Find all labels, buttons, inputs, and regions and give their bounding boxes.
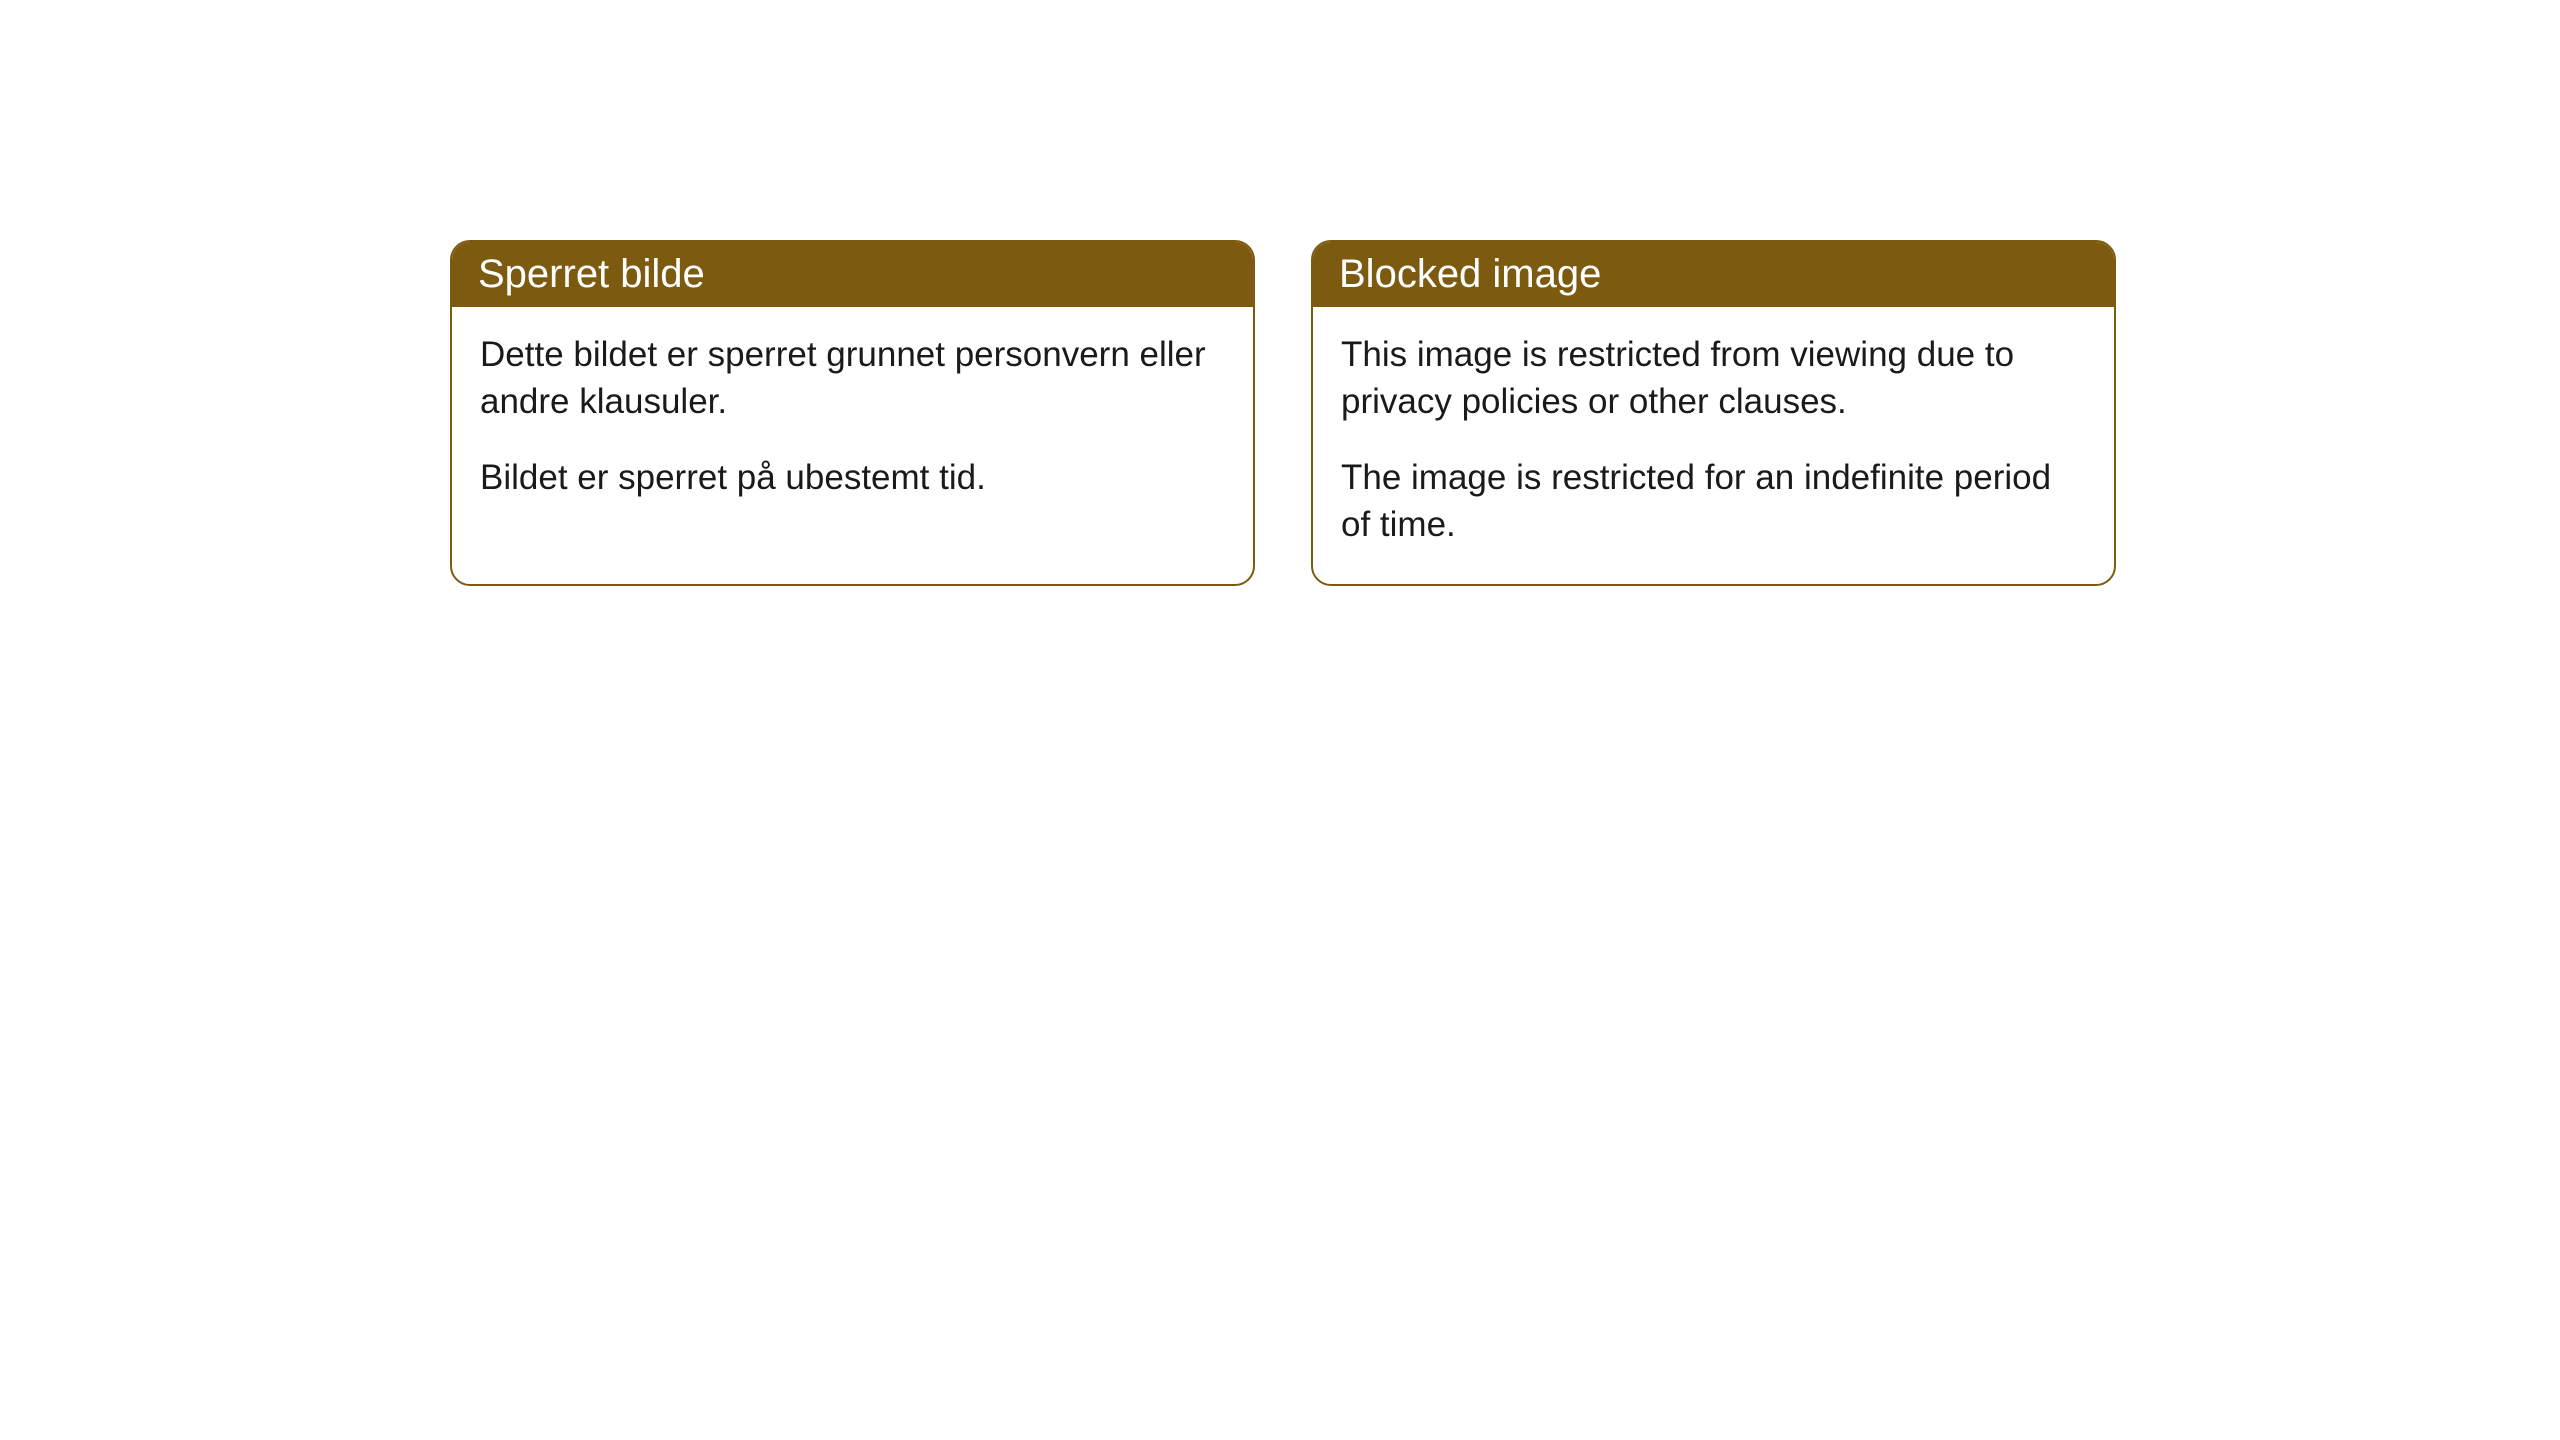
card-header: Blocked image: [1313, 242, 2114, 307]
card-header: Sperret bilde: [452, 242, 1253, 307]
card-title: Sperret bilde: [478, 252, 705, 296]
card-body: This image is restricted from viewing du…: [1313, 307, 2114, 584]
card-paragraph: This image is restricted from viewing du…: [1341, 331, 2086, 426]
card-paragraph: Bildet er sperret på ubestemt tid.: [480, 454, 1225, 501]
notice-cards-container: Sperret bilde Dette bildet er sperret gr…: [0, 0, 2560, 586]
card-paragraph: The image is restricted for an indefinit…: [1341, 454, 2086, 549]
notice-card-english: Blocked image This image is restricted f…: [1311, 240, 2116, 586]
card-title: Blocked image: [1339, 252, 1601, 296]
card-paragraph: Dette bildet er sperret grunnet personve…: [480, 331, 1225, 426]
notice-card-norwegian: Sperret bilde Dette bildet er sperret gr…: [450, 240, 1255, 586]
card-body: Dette bildet er sperret grunnet personve…: [452, 307, 1253, 537]
